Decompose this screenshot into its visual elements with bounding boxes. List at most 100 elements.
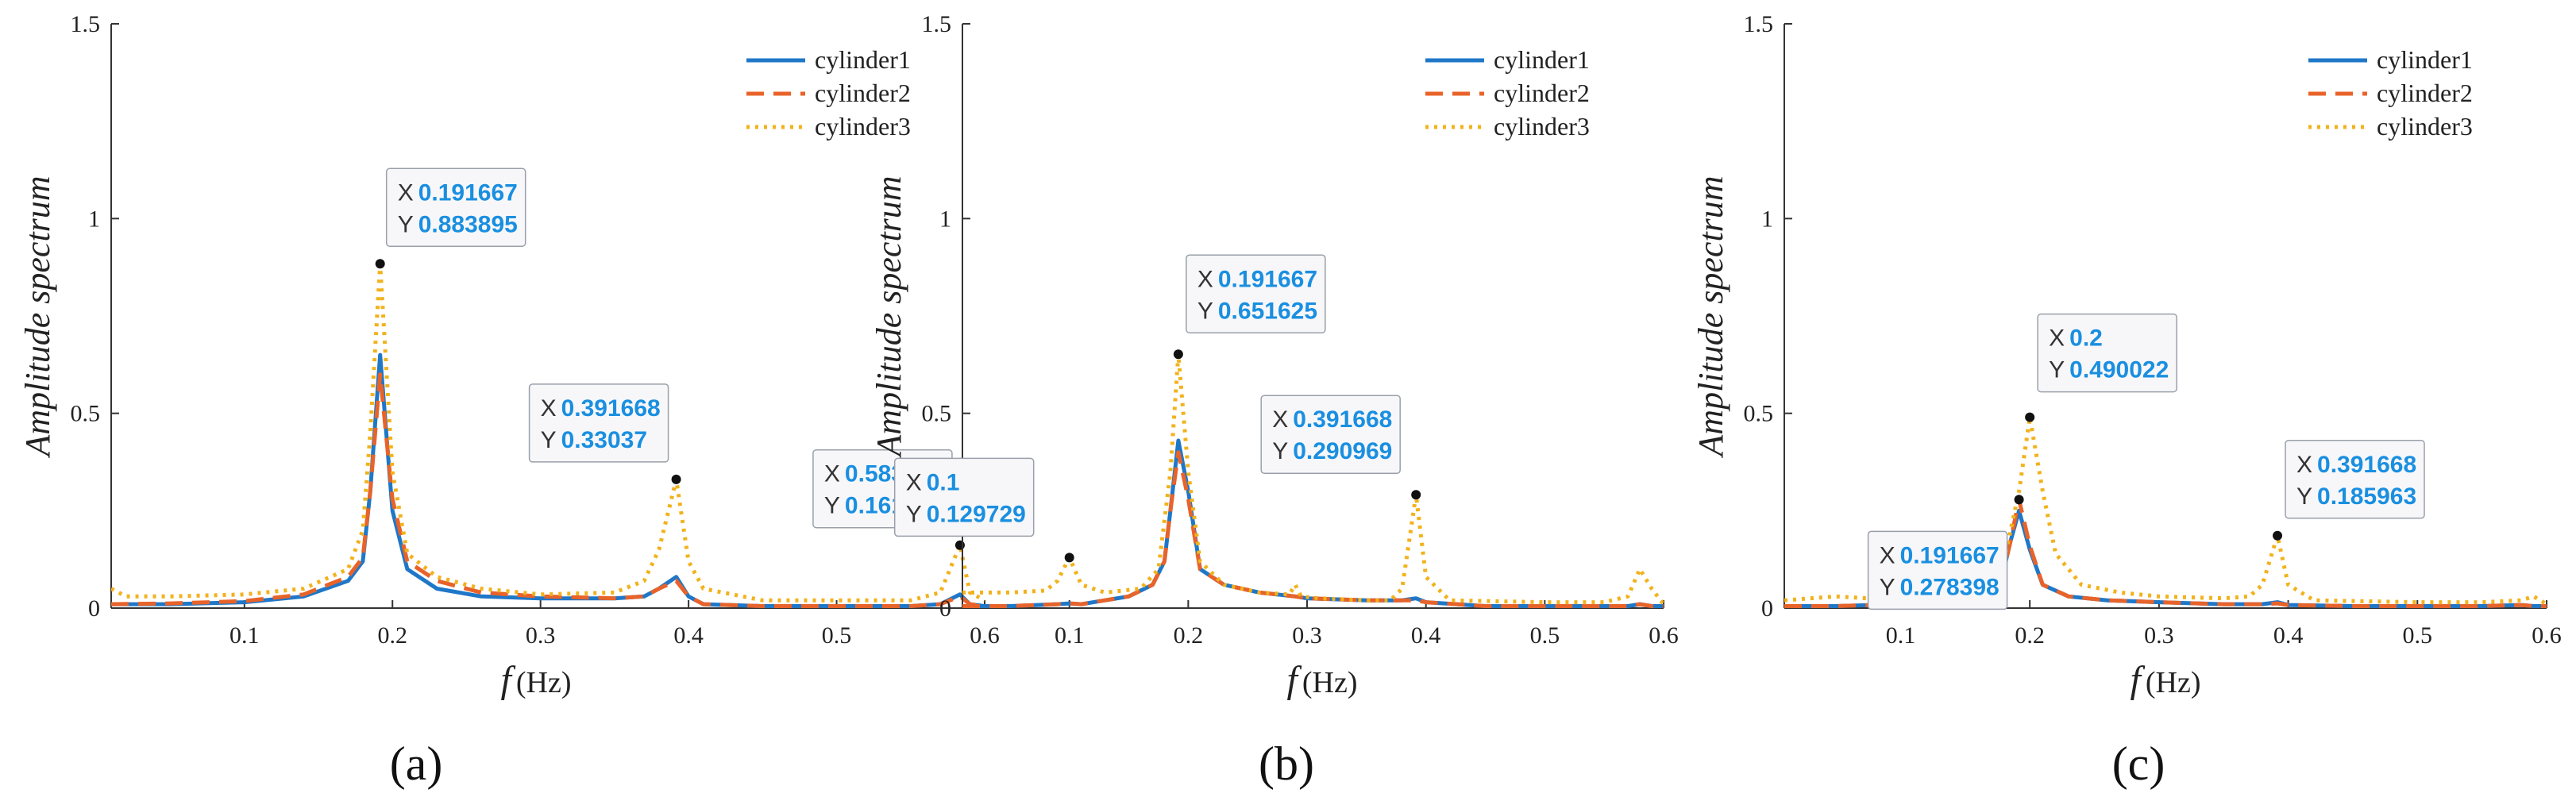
y-tick-label: 1: [1761, 206, 1773, 232]
x-axis-symbol: f: [1287, 659, 1302, 701]
panel-c: 0.1 0.2 0.3 0.4 0.5 0.6 0 0.5 1 1.5 Amplitude spec…: [1691, 11, 2562, 790]
x-tick-label: 0.3: [1292, 622, 1322, 649]
x-tick-label: 0.4: [1411, 622, 1441, 649]
datatip-y-value: 0.278398: [1900, 574, 1999, 600]
x-tick-label: 0.4: [673, 622, 704, 649]
datatip-marker[interactable]: [671, 474, 681, 484]
x-tick-label: 0.1: [1886, 622, 1916, 649]
y-axis-label: Amplitude spectrum: [1691, 175, 1730, 458]
legend-entry: cylinder2: [1494, 79, 1590, 107]
y-axis-label: Amplitude spectrum: [18, 175, 57, 458]
x-tick-label: 0.6: [1649, 622, 1679, 649]
datatip-y-key: Y: [906, 501, 922, 527]
datatip-y-key: Y: [1197, 298, 1213, 324]
series-line-cylinder2: [111, 372, 985, 608]
datatip-marker[interactable]: [954, 540, 965, 550]
datatip-box: [2037, 313, 2177, 393]
x-axis-label: f (Hz): [1287, 659, 1358, 701]
datatip-y-key: Y: [824, 493, 840, 519]
y-tick-label: 1: [88, 206, 100, 232]
x-axis-unit: (Hz): [516, 666, 572, 699]
datatip-y-key: Y: [398, 211, 414, 237]
datatip-marker[interactable]: [2025, 412, 2035, 422]
datatip-y-value: 0.185963: [2317, 483, 2416, 510]
datatip-x-key: X: [1197, 266, 1213, 292]
datatip-x-value: 0.191667: [1900, 542, 1999, 568]
datatip-marker[interactable]: [375, 259, 385, 269]
x-tick-label: 0.6: [2532, 622, 2562, 649]
x-axis-unit: (Hz): [2146, 666, 2201, 699]
panel-b: 0.1 0.2 0.3 0.4 0.5 0.6 0 0.5 1 1.5 Amplitude spec…: [870, 11, 1679, 790]
datatip-box: [385, 168, 526, 248]
datatip-x-value: 0.391668: [1293, 406, 1392, 433]
datatip-box: [2285, 440, 2425, 519]
panel-label: (b): [1259, 737, 1314, 790]
x-tick-label: 0.5: [1530, 622, 1560, 649]
y-tick-label: 0.5: [922, 401, 952, 427]
datatip-box: [1186, 254, 1326, 334]
datatip-marker[interactable]: [2273, 530, 2283, 541]
datatip-box: [893, 457, 1035, 537]
y-tick-label: 0: [939, 595, 951, 622]
datatip-x-value: 0.1: [927, 469, 960, 495]
datatip-marker[interactable]: [1064, 553, 1074, 563]
panel-label: (c): [2112, 737, 2165, 790]
datatip-marker[interactable]: [2014, 495, 2024, 505]
datatip-x-value: 0.391668: [561, 395, 661, 422]
x-axis-label: f (Hz): [2131, 659, 2201, 701]
x-tick-label: 0.2: [377, 622, 407, 649]
x-tick-label: 0.5: [2403, 622, 2433, 649]
datatip-marker[interactable]: [1411, 490, 1421, 500]
x-axis-unit: (Hz): [1302, 666, 1358, 699]
datatip-x-value: 0.2: [2069, 325, 2103, 352]
y-tick-label: 1.5: [71, 11, 101, 37]
x-axis-label: f (Hz): [501, 659, 572, 701]
legend-entry: cylinder3: [1494, 112, 1590, 141]
datatip-y-key: Y: [1880, 574, 1895, 600]
legend-entry: cylinder1: [815, 45, 911, 74]
x-tick-label: 0.3: [526, 622, 556, 649]
datatip-x-key: X: [1880, 542, 1895, 568]
legend-entry: cylinder1: [2377, 45, 2473, 74]
x-axis-symbol: f: [2131, 659, 2146, 701]
x-tick-label: 0.1: [229, 622, 260, 649]
series-line-cylinder3: [962, 352, 1664, 606]
datatip-y-key: Y: [1272, 438, 1288, 464]
legend-entry: cylinder2: [815, 79, 911, 107]
panel-a: 0.1 0.2 0.3 0.4 0.5 0.6 0 0.5 1 1.5 Amplitude spec…: [18, 11, 1000, 790]
series-group: [111, 261, 985, 608]
datatip-y-value: 0.129729: [927, 501, 1026, 527]
legend-entry: cylinder2: [2377, 79, 2473, 107]
datatip-x-value: 0.191667: [418, 179, 518, 206]
datatip-x-value: 0.191667: [1218, 266, 1317, 292]
panel-label: (a): [390, 737, 443, 790]
x-axis-symbol: f: [501, 659, 516, 701]
datatip-box: [528, 383, 669, 463]
y-axis-label: Amplitude spectrum: [870, 175, 908, 458]
y-tick-label: 0: [88, 595, 100, 622]
datatip-y-key: Y: [2049, 357, 2065, 383]
series-group: [962, 352, 1664, 608]
x-tick-label: 0.2: [2015, 622, 2045, 649]
series-line-cylinder3: [111, 261, 985, 603]
y-tick-label: 1.5: [1744, 11, 1774, 37]
datatip-x-key: X: [398, 179, 414, 206]
datatip-x-key: X: [1272, 406, 1288, 433]
x-tick-label: 0.6: [970, 622, 1000, 649]
datatip-box: [1867, 530, 2008, 610]
legend-entry: cylinder3: [815, 112, 911, 141]
y-tick-label: 0.5: [71, 401, 101, 427]
x-tick-label: 0.2: [1174, 622, 1204, 649]
series-line-cylinder2: [962, 450, 1664, 608]
datatip-y-value: 0.33037: [561, 427, 647, 453]
datatip-y-key: Y: [2296, 483, 2312, 510]
y-tick-label: 1.5: [922, 11, 952, 37]
datatip-x-key: X: [2049, 325, 2065, 352]
x-tick-label: 0.1: [1055, 622, 1085, 649]
datatip-y-key: Y: [541, 427, 557, 453]
y-tick-label: 0: [1761, 595, 1773, 622]
datatip-marker[interactable]: [1173, 349, 1183, 360]
datatip-x-key: X: [906, 469, 922, 495]
